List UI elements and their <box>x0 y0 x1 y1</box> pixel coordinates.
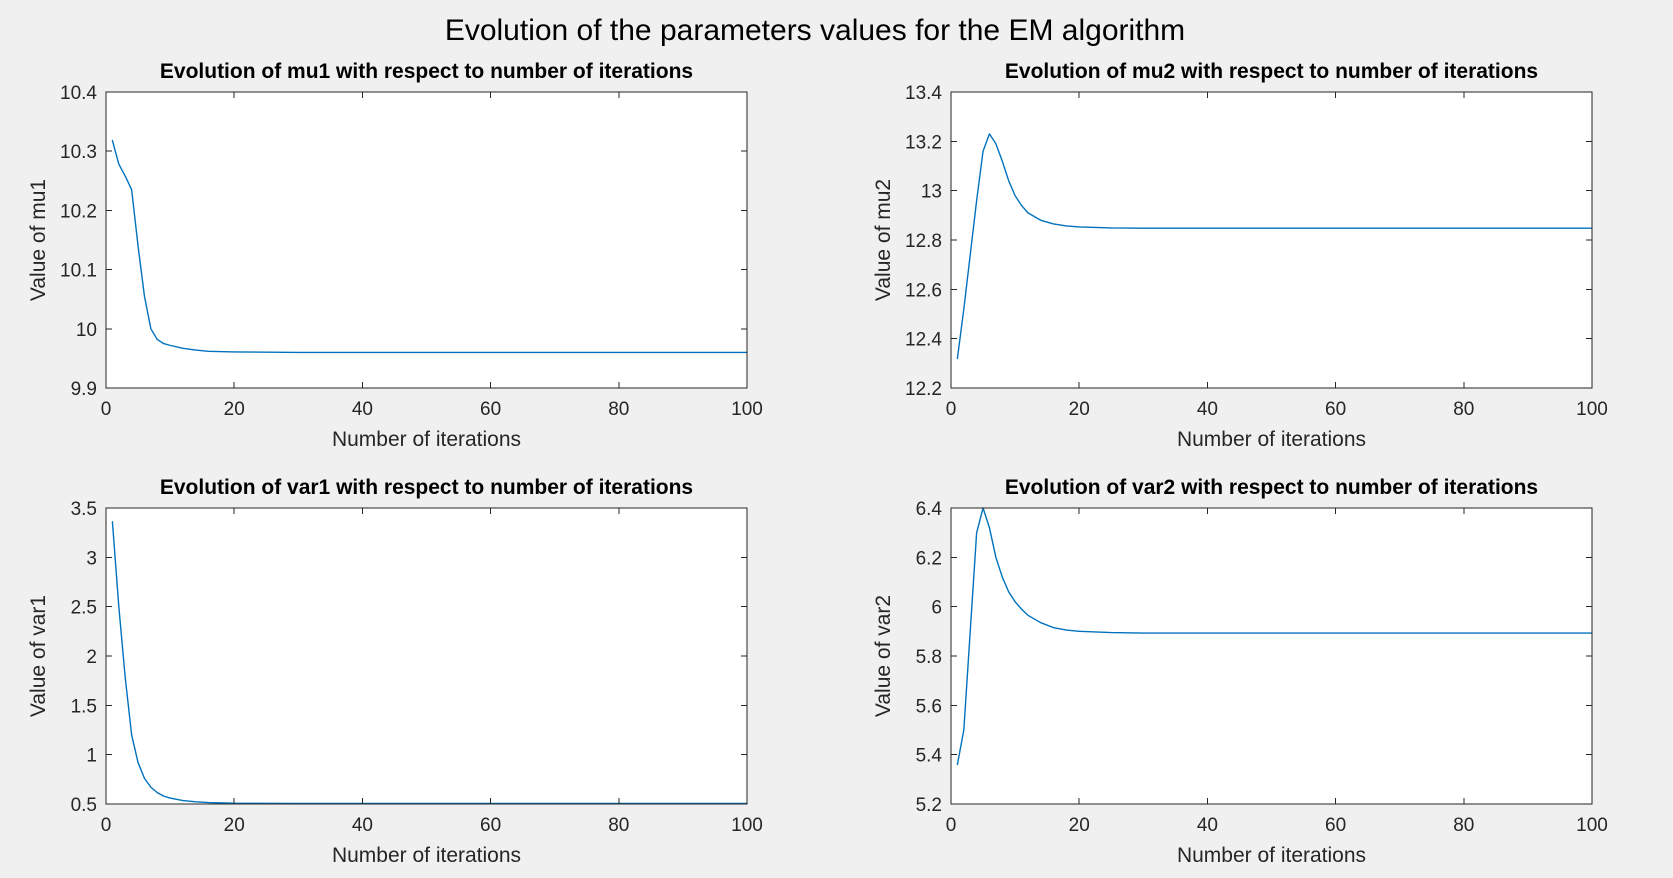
y-tick-label: 3 <box>86 548 97 569</box>
x-tick-label: 100 <box>731 815 763 836</box>
x-axis-label: Number of iterations <box>332 428 521 451</box>
subplot-title: Evolution of mu1 with respect to number … <box>160 60 693 83</box>
plot-area <box>951 92 1592 388</box>
plot-area <box>951 508 1592 804</box>
y-tick-label: 1 <box>86 746 97 767</box>
y-tick-label: 10.4 <box>60 83 97 104</box>
x-tick-label: 60 <box>1325 815 1346 836</box>
y-tick-label: 13 <box>921 182 942 203</box>
x-tick-label: 80 <box>608 815 629 836</box>
x-tick-label: 100 <box>1576 815 1608 836</box>
y-tick-label: 10 <box>76 320 97 341</box>
x-tick-label: 40 <box>352 399 373 420</box>
y-tick-label: 3.5 <box>71 499 97 520</box>
series-line-mu1 <box>111 139 748 354</box>
x-tick-label: 20 <box>224 399 245 420</box>
subplot-grid: 0 20 40 60 80 1009.91010.110.210.310.4Evoluti… <box>27 60 1608 867</box>
x-tick-label: 20 <box>1069 399 1090 420</box>
y-tick-label: 0.5 <box>71 795 97 816</box>
series-line-var2 <box>956 507 1593 766</box>
y-tick-label: 2.5 <box>71 598 97 619</box>
y-tick-label: 1.5 <box>71 696 97 717</box>
x-axis-label: Number of iterations <box>1177 428 1366 451</box>
y-tick-label: 12.2 <box>905 379 942 400</box>
plot-area <box>106 92 747 388</box>
x-tick-label: 80 <box>1453 399 1474 420</box>
y-tick-label: 6.2 <box>916 548 942 569</box>
subplot-var2: 0 20 40 60 80 100 5.2 5.4 5.6 5.8 6 6.2 6.4 Evolution… <box>872 476 1608 867</box>
y-tick-label: 5.6 <box>916 696 942 717</box>
y-tick-label: 10.3 <box>60 142 97 163</box>
series-line-mu2 <box>956 133 1593 360</box>
x-tick-label: 0 <box>101 815 112 836</box>
x-tick-label: 100 <box>731 399 763 420</box>
y-tick-label: 12.8 <box>905 231 942 252</box>
x-tick-label: 60 <box>480 815 501 836</box>
plot-area <box>106 508 747 804</box>
x-tick-label: 20 <box>1069 815 1090 836</box>
y-tick-label: 10.1 <box>60 261 97 282</box>
y-axis-label: Value of mu1 <box>27 179 50 301</box>
subplot-title: Evolution of mu2 with respect to number … <box>1005 60 1538 83</box>
y-tick-label: 12.6 <box>905 280 942 301</box>
figure-title: Evolution of the parameters values for t… <box>445 14 1185 47</box>
axes-box <box>105 91 748 389</box>
x-tick-label: 80 <box>608 399 629 420</box>
y-tick-label: 6 <box>931 598 942 619</box>
subplot-mu1: 0 20 40 60 80 100 9.9 10 10.1 10.2 10.3 10.4 Evoluti… <box>27 60 763 451</box>
x-tick-label: 40 <box>1197 399 1218 420</box>
x-axis-label: Number of iterations <box>332 844 521 867</box>
series-line-var1 <box>111 521 748 805</box>
x-axis-label: Number of iterations <box>1177 844 1366 867</box>
y-axis-label: Value of mu2 <box>872 179 895 301</box>
subplot-mu2: 0 20 40 60 80 100 12.2 12.4 12.6 12.8 13 13.2 13.4 Ev… <box>872 60 1608 451</box>
x-tick-label: 100 <box>1576 399 1608 420</box>
y-tick-label: 6.4 <box>916 499 943 520</box>
x-tick-label: 0 <box>946 815 957 836</box>
x-tick-label: 80 <box>1453 815 1474 836</box>
subplot-title: Evolution of var1 with respect to number… <box>160 476 693 499</box>
y-tick-label: 13.4 <box>905 83 942 104</box>
y-tick-label: 9.9 <box>71 379 97 400</box>
x-tick-label: 20 <box>224 815 245 836</box>
y-tick-label: 5.2 <box>916 795 942 816</box>
y-tick-label: 5.8 <box>916 647 942 668</box>
y-tick-label: 2 <box>86 647 97 668</box>
y-tick-label: 5.4 <box>916 746 943 767</box>
x-tick-label: 0 <box>946 399 957 420</box>
y-tick-label: 12.4 <box>905 330 942 351</box>
x-tick-label: 40 <box>352 815 373 836</box>
y-tick-label: 10.2 <box>60 201 97 222</box>
x-tick-label: 60 <box>480 399 501 420</box>
y-axis-label: Value of var1 <box>27 595 50 717</box>
subplot-title: Evolution of var2 with respect to number… <box>1005 476 1538 499</box>
x-tick-label: 40 <box>1197 815 1218 836</box>
y-tick-label: 13.2 <box>905 132 942 153</box>
x-tick-label: 60 <box>1325 399 1346 420</box>
subplot-var1: 0 20 40 60 80 100 0.5 1 1.5 2 2.5 3 3.5 Evolution of … <box>27 476 763 867</box>
y-axis-label: Value of var2 <box>872 595 895 717</box>
x-tick-label: 0 <box>101 399 112 420</box>
